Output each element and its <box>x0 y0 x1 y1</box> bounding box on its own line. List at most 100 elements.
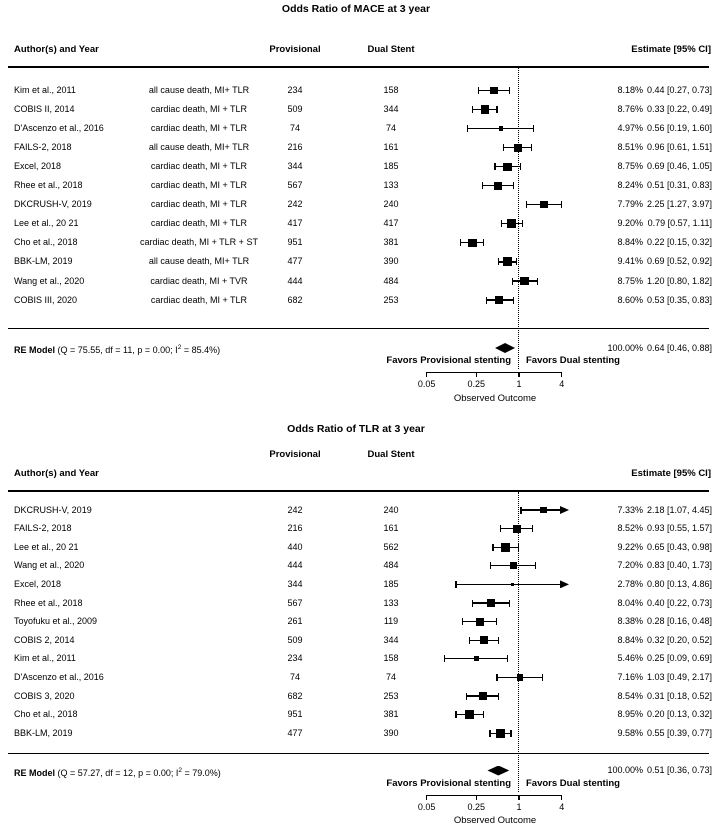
ci-cap <box>512 182 514 190</box>
dual-stent-n-value: 390 <box>383 727 399 738</box>
study-author-label: Cho et al., 2018 <box>14 237 78 248</box>
ci-cap <box>511 277 513 285</box>
study-author-label: Rhee et al., 2018 <box>14 180 83 191</box>
provisional-n-value: 682 <box>287 294 303 305</box>
weight-percent-value: 5.46% <box>617 653 643 664</box>
provisional-n-value: 509 <box>287 634 303 645</box>
dual-stent-n-value: 390 <box>383 256 399 267</box>
point-estimate-marker <box>475 617 484 626</box>
weight-percent-value: 8.52% <box>617 523 643 534</box>
study-endpoint-label: cardiac death, MI + TLR + ST <box>140 237 258 248</box>
estimate-ci-value: 1.03 [0.49, 2.17] <box>646 671 712 682</box>
point-estimate-marker <box>479 636 489 645</box>
point-estimate-marker <box>510 582 514 586</box>
axis-tick <box>426 372 428 377</box>
ci-cap <box>465 692 467 700</box>
axis-tick <box>518 795 520 800</box>
axis-tick <box>518 372 520 377</box>
point-estimate-marker <box>503 162 512 171</box>
column-header-provisional: Provisional <box>269 448 321 460</box>
study-author-label: D'Ascenzo et al., 2016 <box>14 671 104 682</box>
ci-cap <box>510 729 512 737</box>
estimate-ci-value: 0.55 [0.39, 0.77] <box>646 727 712 738</box>
point-estimate-marker <box>498 126 504 131</box>
provisional-n-value: 444 <box>287 275 303 286</box>
study-endpoint-label: all cause death, MI+ TLR <box>148 142 250 153</box>
ci-cap <box>467 125 469 133</box>
ci-cap <box>499 525 502 533</box>
ci-cap <box>496 673 498 681</box>
summary-diamond <box>495 343 516 353</box>
point-estimate-marker <box>486 599 495 607</box>
estimate-ci-value: 0.53 [0.35, 0.83] <box>646 294 712 305</box>
ci-cap <box>490 562 492 570</box>
axis-tick <box>475 795 477 800</box>
dual-stent-n-value: 185 <box>383 161 399 172</box>
study-author-label: COBIS 3, 2020 <box>14 690 75 701</box>
ci-cap <box>478 87 480 94</box>
provisional-n-value: 682 <box>287 690 303 701</box>
ci-cap <box>512 296 514 304</box>
dual-stent-n-value: 484 <box>383 275 399 286</box>
ci-cap <box>498 258 500 266</box>
x-axis-label: Observed Outcome <box>453 393 537 404</box>
study-endpoint-label: all cause death, MI+ TLR <box>148 85 250 95</box>
weight-percent-value: 8.84% <box>617 634 643 645</box>
estimate-ci-value: 0.93 [0.55, 1.57] <box>646 523 712 534</box>
re-model-label: RE Model (Q = 75.55, df = 11, p = 0.00; … <box>14 343 221 355</box>
provisional-n-value: 440 <box>287 541 303 552</box>
weight-percent-value: 8.84% <box>617 237 643 248</box>
ci-cap <box>498 636 500 644</box>
ci-cap <box>483 239 485 247</box>
study-author-label: Excel, 2018 <box>14 578 62 589</box>
reference-line <box>518 492 520 792</box>
estimate-ci-value: 0.25 [0.09, 0.69] <box>646 653 712 664</box>
provisional-n-value: 567 <box>287 180 303 191</box>
point-estimate-marker <box>496 728 506 738</box>
weight-percent-value: 8.54% <box>617 690 643 701</box>
provisional-n-value: 261 <box>287 616 303 627</box>
ci-cap <box>495 618 497 626</box>
provisional-n-value: 216 <box>287 142 303 153</box>
estimate-ci-value: 0.96 [0.61, 1.51] <box>646 142 712 153</box>
estimate-ci-value: 0.33 [0.22, 0.49] <box>646 104 712 115</box>
estimate-ci-value: 0.40 [0.22, 0.73] <box>646 597 712 608</box>
weight-percent-value: 7.33% <box>617 504 643 515</box>
dual-stent-n-value: 133 <box>383 597 399 608</box>
estimate-ci-value: 0.69 [0.52, 0.92] <box>646 256 712 267</box>
ci-cap <box>483 711 485 719</box>
study-author-label: Lee et al., 20 21 <box>14 218 79 229</box>
study-author-label: Excel, 2018 <box>14 161 62 172</box>
point-estimate-marker <box>473 656 479 662</box>
weight-percent-value: 7.16% <box>617 671 643 682</box>
weight-percent-value: 8.51% <box>617 142 643 153</box>
point-estimate-marker <box>480 105 489 114</box>
ci-cap <box>525 201 527 209</box>
point-estimate-marker <box>539 506 547 514</box>
ci-cap <box>536 277 539 285</box>
chart-title: Odds Ratio of TLR at 3 year <box>287 422 425 435</box>
dual-stent-n-value: 253 <box>383 294 399 305</box>
estimate-ci-value: 1.20 [0.80, 1.82] <box>646 275 712 286</box>
ci-cap <box>468 636 470 644</box>
column-header-estimate: Estimate [95% CI] <box>631 467 711 479</box>
estimate-ci-value: 2.18 [1.07, 4.45] <box>646 504 712 515</box>
provisional-n-value: 234 <box>287 653 303 664</box>
estimate-ci-value: 0.79 [0.57, 1.11] <box>647 218 712 229</box>
column-header-provisional: Provisional <box>269 44 321 55</box>
axis-tick-label: 0.05 <box>417 379 436 389</box>
estimate-ci-value: 0.22 [0.15, 0.32] <box>646 237 712 248</box>
dual-stent-n-value: 185 <box>383 578 399 589</box>
provisional-n-value: 234 <box>287 85 303 95</box>
point-estimate-marker <box>516 673 524 681</box>
study-author-label: Kim et al., 2011 <box>14 653 76 664</box>
point-estimate-marker <box>494 181 503 190</box>
dual-stent-n-value: 240 <box>383 199 399 210</box>
weight-percent-value: 8.18% <box>617 85 643 95</box>
ci-cap <box>496 106 498 114</box>
provisional-n-value: 509 <box>287 104 303 115</box>
provisional-n-value: 216 <box>287 523 303 534</box>
reference-line <box>518 68 520 369</box>
